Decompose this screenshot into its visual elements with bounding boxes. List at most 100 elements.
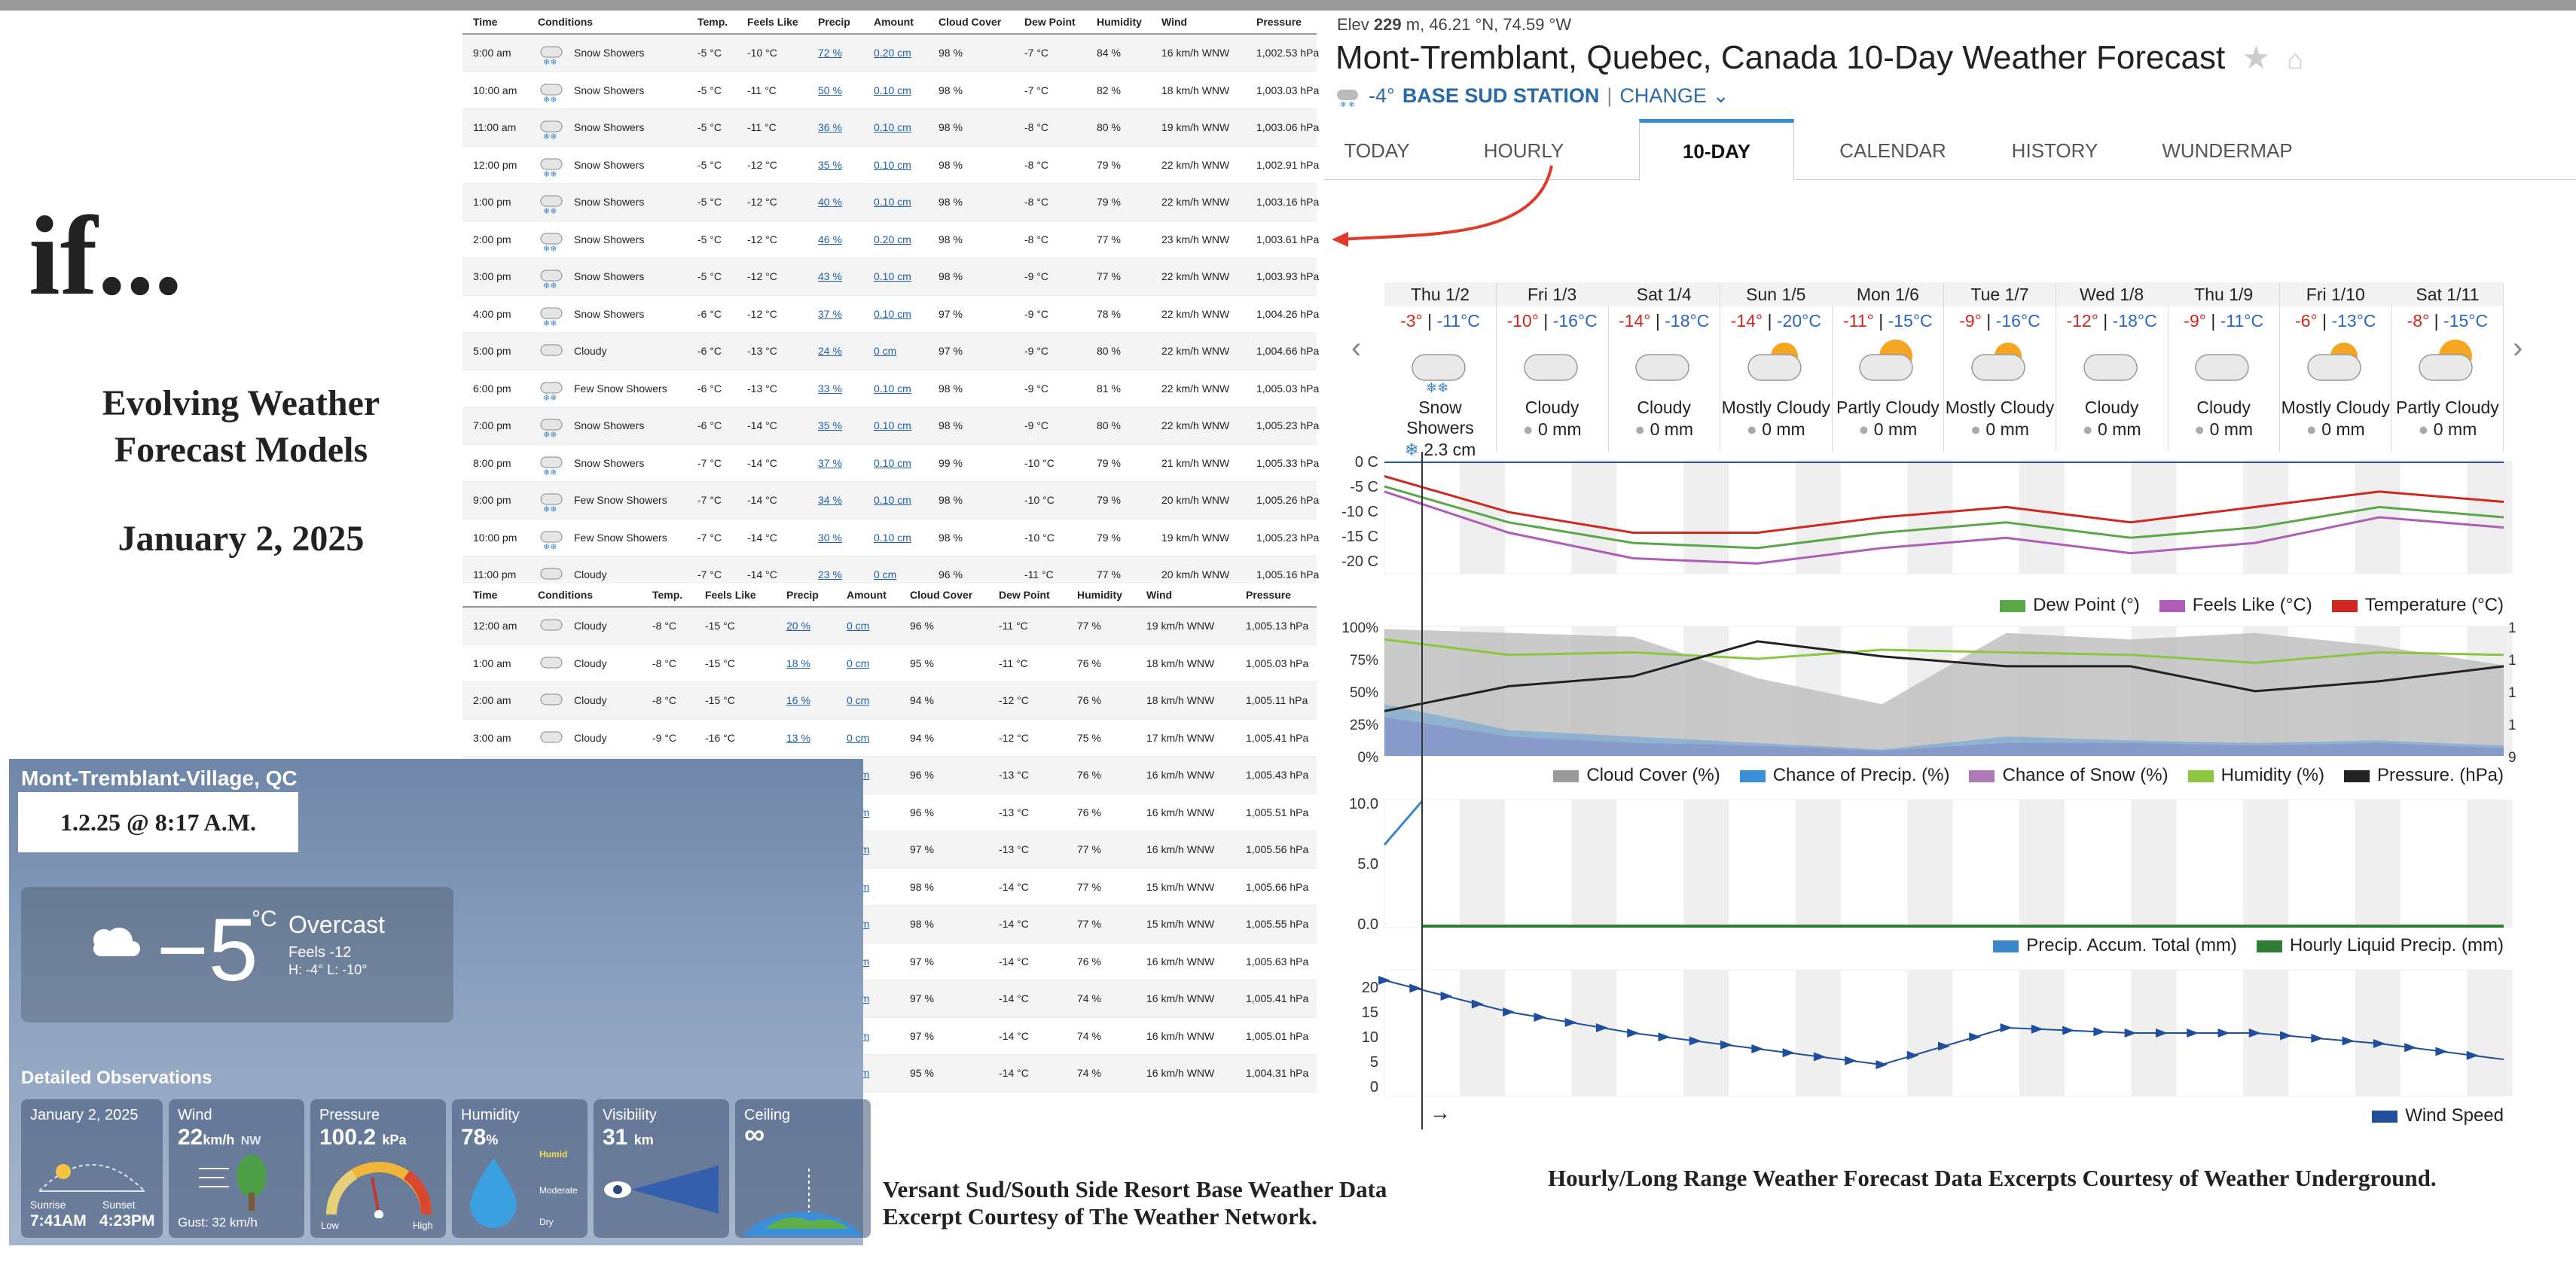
precip-amount-link[interactable]: 0.20 cm — [874, 47, 911, 59]
precip-chance-link[interactable]: 35 % — [818, 158, 842, 171]
day-forecast[interactable]: Thu 1/9 -9° | -11°C Cloudy ● 0 mm — [2168, 282, 2281, 452]
precip-link: 37 % — [807, 295, 863, 333]
y-tick-label: -20 C — [1341, 553, 1378, 570]
precip-link: 33 % — [807, 370, 863, 407]
precip-chance-link[interactable]: 20 % — [786, 620, 810, 632]
table-cell: -12 °C — [737, 183, 807, 221]
night-band — [2355, 800, 2401, 928]
precip-chance-link[interactable]: 13 % — [786, 731, 810, 744]
precip-amount-link[interactable]: 0 cm — [847, 657, 870, 669]
precip-amount-link[interactable]: 0 cm — [874, 345, 897, 358]
wind-barb — [1751, 1044, 1764, 1053]
precip-amount-link[interactable]: 0.10 cm — [874, 456, 911, 469]
precip-chance-link[interactable]: 43 % — [818, 270, 842, 283]
precip-chance-link[interactable]: 37 % — [818, 456, 842, 469]
temperature-unit: °C — [252, 907, 277, 931]
precip-link: 37 % — [807, 444, 863, 482]
day-condition: Cloudy — [2196, 398, 2251, 417]
table-cell: 98 % — [928, 221, 1014, 258]
precip-amount-link[interactable]: 0.10 cm — [874, 158, 911, 171]
precip-amount-link[interactable]: 0.10 cm — [874, 419, 911, 432]
table-cell: -10 °C — [1014, 481, 1086, 520]
previous-days-arrow[interactable]: ‹ — [1351, 331, 1362, 364]
precip-chance-link[interactable]: 30 % — [818, 531, 842, 544]
subtitle: Evolving Weather Forecast Models — [30, 380, 452, 474]
table-cell: -10 °C — [1014, 519, 1086, 556]
precip-chance-link[interactable]: 50 % — [818, 84, 842, 96]
table-cell: 1,005.01 hPa — [1235, 1017, 1317, 1055]
precip-amount-link[interactable]: 0.10 cm — [874, 121, 911, 134]
precip-amount-link[interactable]: 0.20 cm — [874, 233, 911, 245]
condition-cell: ❄❄ Snow Showers — [527, 258, 687, 296]
precip-amount-link[interactable]: 0.10 cm — [874, 196, 911, 209]
condition-text: Few Snow Showers — [574, 531, 667, 544]
snow-icon: ❄❄ — [540, 307, 563, 328]
precip-chance-link[interactable]: 72 % — [818, 47, 842, 59]
table-cell: 1,005.66 hPa — [1235, 868, 1317, 906]
humidity-value: 78% — [461, 1125, 499, 1150]
precip-chance-link[interactable]: 18 % — [786, 657, 810, 669]
precip-chance-link[interactable]: 46 % — [818, 233, 842, 245]
day-forecast[interactable]: Mon 1/6 -11° | -15°C Partly Cloudy ● 0 mm — [1832, 282, 1945, 452]
day-forecast[interactable]: Thu 1/2 -3° | -11°C ❄❄ Snow Showers ❄ 2.3 cm — [1384, 282, 1497, 459]
precip-chance-link[interactable]: 37 % — [818, 307, 842, 320]
tab-wundermap[interactable]: WUNDERMAP — [2162, 139, 2293, 162]
home-icon[interactable]: ⌂ — [2287, 44, 2304, 75]
precip-chance-link[interactable]: 24 % — [818, 345, 842, 358]
precip-amount-link[interactable]: 0 cm — [874, 568, 897, 581]
feels-like: Feels -12 — [288, 944, 352, 961]
table-cell: -7 °C — [1014, 34, 1086, 72]
dew-point-line — [1384, 485, 2504, 550]
precip-amount-link[interactable]: 0.10 cm — [874, 531, 911, 544]
day-forecast[interactable]: Tue 1/7 -9° | -16°C Mostly Cloudy ● 0 mm — [1944, 282, 2056, 452]
table-cell: 22 km/h WNW — [1151, 332, 1246, 370]
legend-chance-snow: Chance of Snow (%) — [1969, 765, 2169, 786]
column-header: Dew Point — [988, 584, 1067, 608]
amount-link: 0.10 cm — [863, 108, 928, 147]
y-tick-label: 10.0 — [1349, 796, 1378, 812]
tab-calendar[interactable]: CALENDAR — [1839, 139, 1946, 162]
precip-amount-link[interactable]: 0.10 cm — [874, 382, 911, 395]
column-header: Temp. — [687, 11, 737, 35]
precip-chance-link[interactable]: 36 % — [818, 121, 842, 134]
precip-chance-link[interactable]: 33 % — [818, 382, 842, 395]
night-band — [1795, 800, 1841, 928]
table-cell: 79 % — [1086, 481, 1151, 520]
wind-barb — [1471, 999, 1484, 1009]
precip-chance-link[interactable]: 34 % — [818, 494, 842, 507]
precip-chance-link[interactable]: 40 % — [818, 196, 842, 209]
table-cell: 16 km/h WNW — [1136, 1054, 1235, 1093]
day-forecast[interactable]: Fri 1/3 -10° | -16°C Cloudy ● 0 mm — [1496, 282, 1609, 452]
table-cell: -5 °C — [687, 34, 737, 72]
condition-cell: Cloudy — [527, 645, 642, 682]
day-forecast[interactable]: Sat 1/4 -14° | -18°C Cloudy ● 0 mm — [1608, 282, 1721, 452]
day-forecast[interactable]: Fri 1/10 -6° | -13°C Mostly Cloudy ● 0 mm — [2279, 282, 2392, 452]
condition-cell: ❄❄ Snow Showers — [527, 108, 687, 147]
day-forecast[interactable]: Sat 1/11 -8° | -15°C Partly Cloudy ● 0 mm — [2391, 282, 2504, 452]
tab-hourly[interactable]: HOURLY — [1483, 139, 1564, 162]
precip-chance-link[interactable]: 23 % — [818, 568, 842, 581]
precip-amount-link[interactable]: 0.10 cm — [874, 270, 911, 283]
table-row: 4:00 pm ❄❄ Snow Showers -6 °C -12 °C 37 % 0.10… — [462, 295, 1319, 333]
condition-cell: Cloudy — [527, 681, 642, 720]
chance-precip-area — [1384, 704, 2504, 756]
precip-amount-link[interactable]: 0.10 cm — [874, 494, 911, 507]
condition-cell: ❄❄ Few Snow Showers — [527, 519, 687, 556]
precip-amount-link[interactable]: 0 cm — [847, 731, 870, 744]
precip-chance-link[interactable]: 16 % — [786, 694, 810, 707]
day-forecast[interactable]: Wed 1/8 -12° | -18°C Cloudy ● 0 mm — [2056, 282, 2169, 452]
precip-chance-link[interactable]: 35 % — [818, 419, 842, 432]
precip-amount-link[interactable]: 0.10 cm — [874, 307, 911, 320]
star-icon[interactable]: ★ — [2242, 40, 2271, 75]
table-row: 2:00 am Cloudy -8 °C -15 °C 16 % 0 cm 94 % -12 … — [462, 681, 1317, 720]
precip-amount-link[interactable]: 0 cm — [847, 620, 870, 632]
change-station-link[interactable]: CHANGE ⌄ — [1619, 84, 1729, 107]
next-days-arrow[interactable]: › — [2513, 331, 2523, 364]
day-forecast[interactable]: Sun 1/5 -14° | -20°C Mostly Cloudy ● 0 mm — [1720, 282, 1833, 452]
tab-today[interactable]: TODAY — [1344, 139, 1410, 162]
tab-history[interactable]: HISTORY — [2011, 139, 2098, 162]
sunset-label: Sunset — [102, 1199, 136, 1211]
precip-amount-link[interactable]: 0.10 cm — [874, 84, 911, 96]
precip-amount-link[interactable]: 0 cm — [847, 694, 870, 707]
tab-10-day[interactable]: 10-DAY — [1639, 119, 1794, 181]
